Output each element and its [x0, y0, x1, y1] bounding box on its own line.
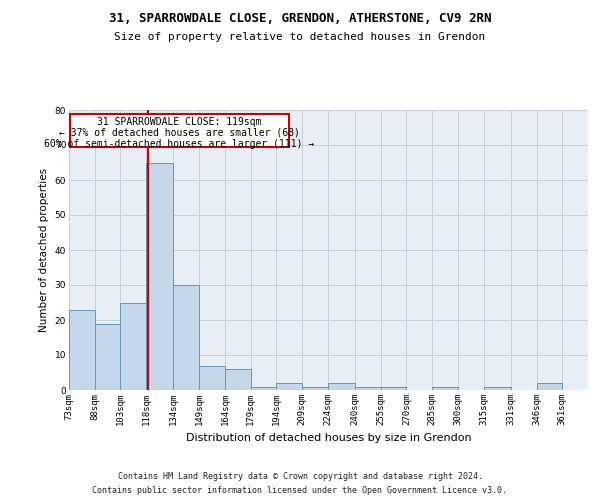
Bar — [432, 386, 458, 390]
Bar — [381, 386, 406, 390]
Bar — [121, 302, 146, 390]
Bar — [251, 386, 276, 390]
Bar — [69, 310, 95, 390]
Bar — [355, 386, 381, 390]
Y-axis label: Number of detached properties: Number of detached properties — [39, 168, 49, 332]
Bar — [276, 383, 302, 390]
Text: ← 37% of detached houses are smaller (68): ← 37% of detached houses are smaller (68… — [59, 128, 300, 138]
Text: 31 SPARROWDALE CLOSE: 119sqm: 31 SPARROWDALE CLOSE: 119sqm — [97, 117, 262, 127]
Text: Contains public sector information licensed under the Open Government Licence v3: Contains public sector information licen… — [92, 486, 508, 495]
Bar — [225, 369, 251, 390]
Bar — [302, 386, 328, 390]
Text: 31, SPARROWDALE CLOSE, GRENDON, ATHERSTONE, CV9 2RN: 31, SPARROWDALE CLOSE, GRENDON, ATHERSTO… — [109, 12, 491, 26]
Bar — [328, 383, 355, 390]
Bar — [536, 383, 562, 390]
Text: 60% of semi-detached houses are larger (111) →: 60% of semi-detached houses are larger (… — [44, 138, 314, 148]
Text: Size of property relative to detached houses in Grendon: Size of property relative to detached ho… — [115, 32, 485, 42]
Bar — [199, 366, 225, 390]
X-axis label: Distribution of detached houses by size in Grendon: Distribution of detached houses by size … — [185, 434, 472, 444]
Bar — [146, 162, 173, 390]
Bar — [95, 324, 121, 390]
Bar — [484, 386, 511, 390]
Text: Contains HM Land Registry data © Crown copyright and database right 2024.: Contains HM Land Registry data © Crown c… — [118, 472, 482, 481]
FancyBboxPatch shape — [70, 114, 289, 147]
Bar — [173, 285, 199, 390]
